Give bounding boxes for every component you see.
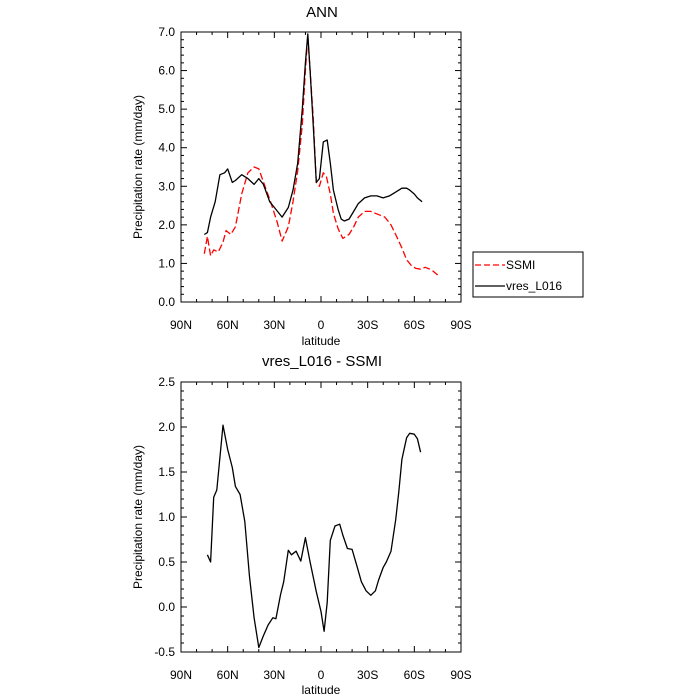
y-tick-label: 0.0 bbox=[158, 295, 175, 309]
y-tick-label: -0.5 bbox=[154, 645, 175, 659]
x-tick-label: 90N bbox=[170, 318, 192, 332]
x-tick-label: 60N bbox=[217, 668, 239, 682]
series-line-vres-l016 bbox=[203, 33, 423, 236]
x-tick-label: 0 bbox=[318, 318, 325, 332]
legend: SSMI vres_L016 bbox=[472, 251, 584, 298]
series-lines bbox=[203, 33, 439, 276]
legend-label-ssmi: SSMI bbox=[506, 258, 535, 272]
y-axis-label: Precipitation rate (mm/day) bbox=[131, 445, 145, 589]
x-tick-label: 30N bbox=[263, 318, 285, 332]
y-tick-labels: 0.0 1.0 2.0 3.0 4.0 5.0 6.0 7.0 bbox=[158, 25, 175, 309]
x-tick-label: 90S bbox=[450, 318, 471, 332]
y-tick-label: 2.0 bbox=[158, 420, 175, 434]
y-tick-labels: -0.5 0.0 0.5 1.0 1.5 2.0 2.5 bbox=[154, 375, 175, 659]
chart-title: vres_L016 - SSMI bbox=[262, 353, 382, 370]
y-tick-label: 4.0 bbox=[158, 141, 175, 155]
x-tick-label: 30S bbox=[357, 668, 378, 682]
tick-marks bbox=[180, 381, 462, 653]
x-tick-labels: 90N 60N 30N 0 30S 60S 90S bbox=[170, 668, 472, 682]
series-lines bbox=[206, 424, 422, 649]
y-axis-label: Precipitation rate (mm/day) bbox=[131, 95, 145, 239]
series-line-difference bbox=[206, 424, 422, 649]
x-axis-label: latitude bbox=[302, 683, 341, 697]
y-tick-label: 1.0 bbox=[158, 510, 175, 524]
x-tick-labels: 90N 60N 30N 0 30S 60S 90S bbox=[170, 318, 472, 332]
x-tick-label: 60N bbox=[217, 318, 239, 332]
y-tick-label: 1.0 bbox=[158, 256, 175, 270]
legend-label-vres: vres_L016 bbox=[506, 279, 562, 293]
y-tick-label: 2.0 bbox=[158, 218, 175, 232]
y-tick-label: 6.0 bbox=[158, 64, 175, 78]
top-chart-panel: ANN 0.0 1.0 2.0 3.0 4.0 5.0 6.0 7.0 90N 60N 30N 0 3… bbox=[131, 4, 584, 348]
y-tick-label: 7.0 bbox=[158, 25, 175, 39]
y-tick-label: 1.5 bbox=[158, 465, 175, 479]
y-tick-label: 3.0 bbox=[158, 179, 175, 193]
chart-title: ANN bbox=[306, 4, 338, 21]
x-tick-label: 30N bbox=[263, 668, 285, 682]
y-tick-label: 5.0 bbox=[158, 102, 175, 116]
x-tick-label: 60S bbox=[404, 668, 425, 682]
y-tick-label: 0.5 bbox=[158, 555, 175, 569]
legend-box bbox=[472, 251, 584, 298]
x-tick-label: 90S bbox=[450, 668, 471, 682]
x-tick-label: 60S bbox=[404, 318, 425, 332]
x-tick-label: 0 bbox=[318, 668, 325, 682]
y-tick-label: 2.5 bbox=[158, 375, 175, 389]
tick-marks bbox=[180, 31, 462, 303]
x-tick-label: 90N bbox=[170, 668, 192, 682]
x-axis-label: latitude bbox=[302, 334, 341, 348]
bottom-chart-panel: vres_L016 - SSMI -0.50.00.51.01.52.02.5 … bbox=[131, 353, 472, 697]
x-tick-label: 30S bbox=[357, 318, 378, 332]
y-tick-label: 0.0 bbox=[158, 600, 175, 614]
series-line-ssmi bbox=[203, 35, 439, 276]
